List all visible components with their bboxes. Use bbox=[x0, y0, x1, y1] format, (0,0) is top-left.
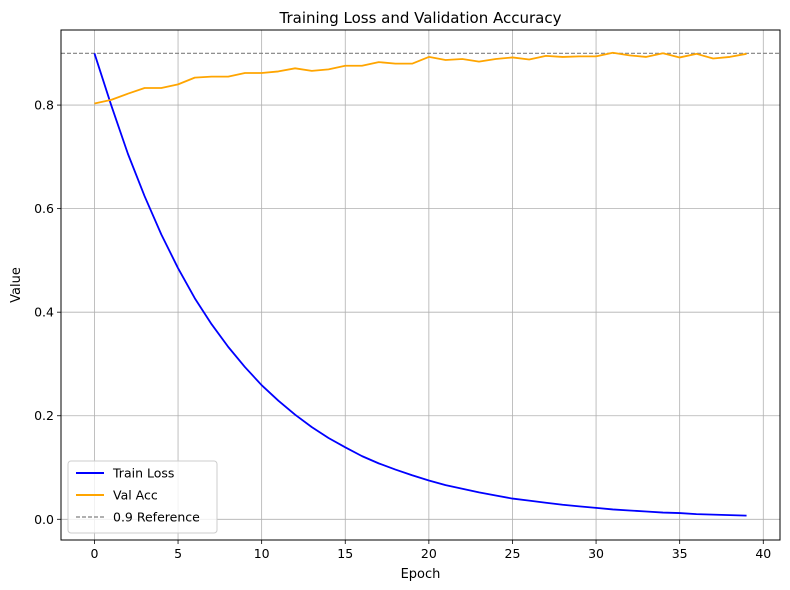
x-tick-label: 5 bbox=[174, 546, 182, 561]
x-tick-label: 30 bbox=[588, 546, 604, 561]
series-line-train-loss bbox=[93, 53, 747, 517]
x-tick-label: 10 bbox=[254, 546, 270, 561]
legend-box bbox=[67, 460, 218, 534]
y-axis-label: Value bbox=[9, 267, 24, 303]
grid bbox=[61, 30, 780, 540]
legend-label-train-loss: Train Loss bbox=[112, 466, 174, 481]
y-tick-label: 0.6 bbox=[34, 201, 54, 216]
x-tick-label: 40 bbox=[755, 546, 771, 561]
series-line-val-acc bbox=[94, 51, 747, 105]
x-tick-label: 20 bbox=[421, 546, 437, 561]
x-tick-label: 25 bbox=[505, 546, 521, 561]
ticks: 0 5 10 15 20 25 30 35 40 0.0 0.2 0.4 0.6 0.8 bbox=[34, 98, 771, 561]
x-tick-label: 0 bbox=[90, 546, 98, 561]
legend-label-val-acc: Val Acc bbox=[113, 488, 158, 503]
plot-frame bbox=[60, 29, 781, 541]
x-axis-label: Epoch bbox=[401, 567, 441, 582]
y-tick-label: 0.2 bbox=[34, 408, 54, 423]
y-tick-label: 0.4 bbox=[34, 305, 54, 320]
series-layer bbox=[61, 51, 780, 517]
legend: Train Loss Val Acc 0.9 Reference bbox=[67, 460, 218, 534]
legend-label-reference: 0.9 Reference bbox=[113, 510, 200, 525]
plot-background bbox=[61, 30, 780, 540]
x-tick-label: 35 bbox=[672, 546, 688, 561]
y-tick-label: 0.8 bbox=[34, 98, 54, 113]
chart-title: Training Loss and Validation Accuracy bbox=[279, 9, 562, 27]
y-tick-label: 0.0 bbox=[34, 512, 54, 527]
x-tick-label: 15 bbox=[337, 546, 353, 561]
